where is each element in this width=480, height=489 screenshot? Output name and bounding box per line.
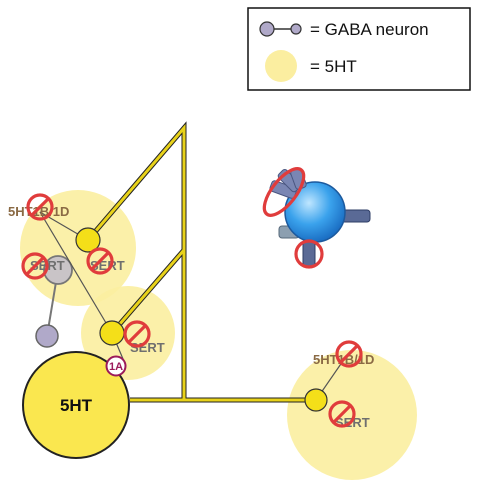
cell-body-label: 5HT xyxy=(60,396,93,415)
terminal-upper xyxy=(75,227,101,253)
serotonin-axon-tree-fill xyxy=(86,123,316,402)
receptor-block-ring-upper xyxy=(262,167,306,217)
serotonin-cloud-right xyxy=(287,350,417,480)
serotonin-cloud-middle xyxy=(81,286,175,380)
terminal-1-receptor-label: 5HT1B/1D xyxy=(8,204,69,219)
legend-serotonin-label: = 5HT xyxy=(310,57,357,76)
gaba-neuron xyxy=(35,255,73,348)
legend-gaba-label: = GABA neuron xyxy=(310,20,429,39)
terminal-right xyxy=(304,388,328,412)
terminal-3-sert-label: SERT xyxy=(130,340,165,355)
serotonin-legend-icon xyxy=(265,50,297,82)
serotonin-cell-body xyxy=(22,351,130,459)
receptor-stub-bottom xyxy=(302,240,316,268)
gaba-neuron-legend-icon xyxy=(259,21,302,37)
gaba-neuron-body xyxy=(35,324,59,348)
terminal-middle xyxy=(99,320,125,346)
legend: = GABA neuron = 5HT xyxy=(247,7,471,91)
autoreceptor-1a-label: 1A xyxy=(109,361,123,373)
postsynaptic-neuron xyxy=(262,167,371,269)
receptor-block-ring-lower xyxy=(294,239,324,269)
autoreceptor-1a-badge: 1A xyxy=(105,355,127,377)
gaba-terminal xyxy=(43,255,73,285)
